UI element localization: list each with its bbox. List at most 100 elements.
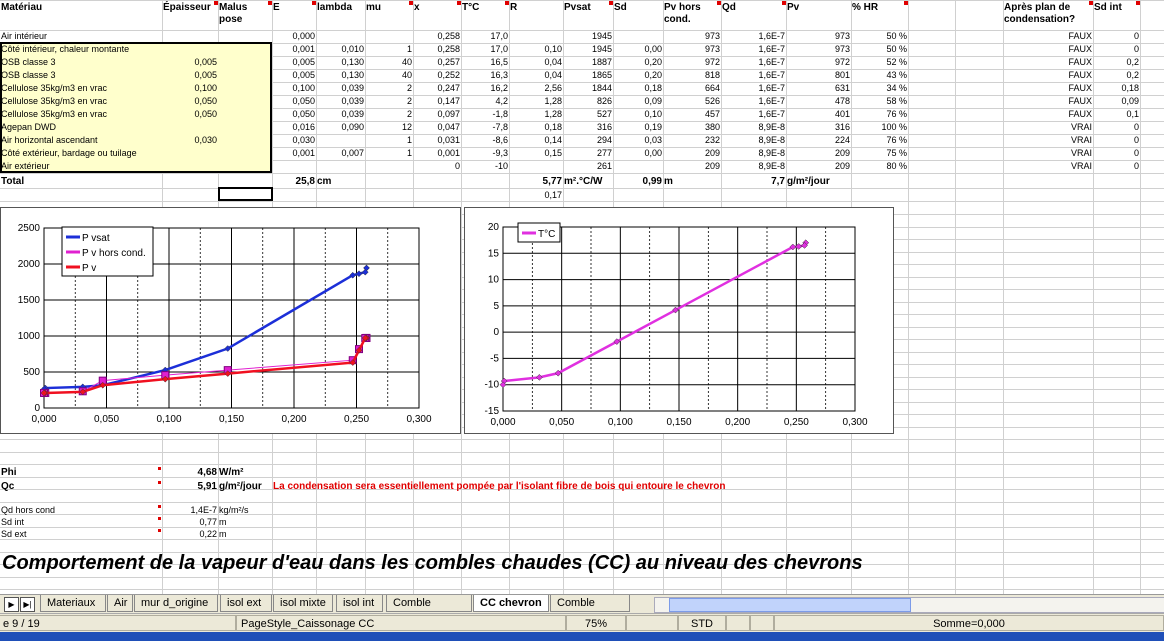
column-header[interactable]: Sd int xyxy=(1094,2,1122,13)
table-cell[interactable]: 973 xyxy=(834,31,850,41)
table-cell[interactable]: 0,097 xyxy=(437,109,460,119)
selection-mode[interactable]: STD xyxy=(678,615,726,631)
sheet-tab[interactable]: isol ext xyxy=(220,595,272,612)
sheet-tab[interactable]: Comble chaude xyxy=(386,595,472,626)
column-header[interactable]: Pvsat xyxy=(564,2,591,13)
table-cell[interactable]: 0,039 xyxy=(341,109,364,119)
table-cell[interactable]: FAUX xyxy=(1068,44,1092,54)
total-qd-unit[interactable]: g/m²/jour xyxy=(787,176,830,187)
table-cell[interactable]: 0 xyxy=(1133,161,1139,171)
table-cell[interactable]: FAUX xyxy=(1068,70,1092,80)
last-sheet-icon[interactable]: ▶| xyxy=(20,597,35,612)
column-header[interactable]: Qd xyxy=(722,2,736,13)
table-cell[interactable]: 0,001 xyxy=(292,44,315,54)
table-cell[interactable]: 972 xyxy=(704,57,720,67)
table-cell[interactable]: 1,28 xyxy=(544,96,562,106)
table-cell[interactable]: 0,258 xyxy=(437,31,460,41)
sheet-tab[interactable]: mur d_origine xyxy=(134,595,218,612)
table-cell[interactable]: 2 xyxy=(406,96,412,106)
table-cell[interactable]: 380 xyxy=(704,122,720,132)
table-cell[interactable]: 17,0 xyxy=(490,31,508,41)
table-cell[interactable]: 0,14 xyxy=(544,135,562,145)
table-cell[interactable]: 0,10 xyxy=(644,109,662,119)
table-cell[interactable]: 0,005 xyxy=(194,70,217,80)
column-header[interactable]: Épaisseur xyxy=(163,2,211,13)
table-cell[interactable]: 8,9E-8 xyxy=(758,148,785,158)
column-header[interactable]: Sd xyxy=(614,2,627,13)
table-cell[interactable]: 801 xyxy=(834,70,850,80)
table-cell[interactable]: 0,100 xyxy=(292,83,315,93)
table-cell[interactable]: 0,2 xyxy=(1126,70,1139,80)
material-name[interactable]: Côté intérieur, chaleur montante xyxy=(1,44,130,54)
table-cell[interactable]: 0,18 xyxy=(544,122,562,132)
table-cell[interactable]: 261 xyxy=(596,161,612,171)
table-cell[interactable]: 0 xyxy=(1133,135,1139,145)
table-cell[interactable]: 224 xyxy=(834,135,850,145)
material-name[interactable]: OSB classe 3 xyxy=(1,57,56,67)
table-cell[interactable]: 0,04 xyxy=(544,57,562,67)
total-sd[interactable]: 0,99 xyxy=(642,176,662,187)
total-qd[interactable]: 7,7 xyxy=(771,176,785,187)
table-cell[interactable]: 0,00 xyxy=(644,44,662,54)
table-cell[interactable]: FAUX xyxy=(1068,57,1092,67)
table-cell[interactable]: 1865 xyxy=(591,70,612,80)
table-cell[interactable]: 8,9E-8 xyxy=(758,135,785,145)
table-cell[interactable]: 0 xyxy=(454,161,460,171)
column-header[interactable]: Pv xyxy=(787,2,800,13)
sheet-tab[interactable]: CC chevron xyxy=(473,595,549,612)
table-cell[interactable]: 972 xyxy=(834,57,850,67)
column-header[interactable]: Matériau xyxy=(1,2,43,13)
table-cell[interactable]: 0,258 xyxy=(437,44,460,54)
table-cell[interactable]: -7,8 xyxy=(492,122,508,132)
table-cell[interactable]: 2,56 xyxy=(544,83,562,93)
table-cell[interactable]: 0,130 xyxy=(341,70,364,80)
material-name[interactable]: Cellulose 35kg/m3 en vrac xyxy=(1,96,108,106)
table-cell[interactable]: 1,6E-7 xyxy=(758,96,785,106)
column-header[interactable]: R xyxy=(510,2,518,13)
table-cell[interactable]: 0,001 xyxy=(292,148,315,158)
table-cell[interactable]: VRAI xyxy=(1070,122,1092,132)
table-cell[interactable]: 0,039 xyxy=(341,96,364,106)
table-cell[interactable]: VRAI xyxy=(1070,161,1092,171)
table-cell[interactable]: 316 xyxy=(834,122,850,132)
total-r[interactable]: 5,77 xyxy=(542,176,562,187)
column-header[interactable]: mu xyxy=(366,2,381,13)
table-cell[interactable]: 8,9E-8 xyxy=(758,122,785,132)
material-name[interactable]: Cellulose 35kg/m3 en vrac xyxy=(1,109,108,119)
next-sheet-icon[interactable]: ▶ xyxy=(4,597,19,612)
table-cell[interactable]: 631 xyxy=(834,83,850,93)
table-cell[interactable]: 1844 xyxy=(591,83,612,93)
table-cell[interactable]: 1945 xyxy=(591,31,612,41)
table-cell[interactable]: 232 xyxy=(704,135,720,145)
table-cell[interactable]: 1887 xyxy=(591,57,612,67)
column-header[interactable]: x xyxy=(414,2,420,13)
table-cell[interactable]: 401 xyxy=(834,109,850,119)
table-cell[interactable]: 0,257 xyxy=(437,57,460,67)
selected-cell[interactable] xyxy=(218,187,273,201)
sheet-tab[interactable]: isol mixte xyxy=(273,595,333,612)
table-cell[interactable]: 52 % xyxy=(886,57,907,67)
table-cell[interactable]: 0,005 xyxy=(292,70,315,80)
table-cell[interactable]: 0,18 xyxy=(644,83,662,93)
table-cell[interactable]: 1 xyxy=(406,44,412,54)
zoom-level[interactable]: 75% xyxy=(566,615,626,631)
table-cell[interactable]: 1,6E-7 xyxy=(758,83,785,93)
table-cell[interactable]: 76 % xyxy=(886,135,907,145)
column-header[interactable]: Malus pose xyxy=(219,2,248,25)
material-name[interactable]: Côté extérieur, bardage ou tuilage xyxy=(1,148,137,158)
total-sd-unit[interactable]: m xyxy=(664,176,673,187)
table-cell[interactable]: 50 % xyxy=(886,31,907,41)
table-cell[interactable]: 209 xyxy=(834,161,850,171)
table-cell[interactable]: 973 xyxy=(704,31,720,41)
column-header[interactable]: Pv hors cond. xyxy=(664,2,701,25)
table-cell[interactable]: 0,03 xyxy=(644,135,662,145)
table-cell[interactable]: 17,0 xyxy=(490,44,508,54)
table-cell[interactable]: 1,6E-7 xyxy=(758,44,785,54)
table-cell[interactable]: 0,09 xyxy=(1121,96,1139,106)
total-label[interactable]: Total xyxy=(1,176,25,187)
table-cell[interactable]: 2 xyxy=(406,83,412,93)
table-cell[interactable]: FAUX xyxy=(1068,31,1092,41)
table-cell[interactable]: 4,2 xyxy=(495,96,508,106)
material-name[interactable]: Air intérieur xyxy=(1,31,48,41)
table-cell[interactable]: 1,6E-7 xyxy=(758,31,785,41)
